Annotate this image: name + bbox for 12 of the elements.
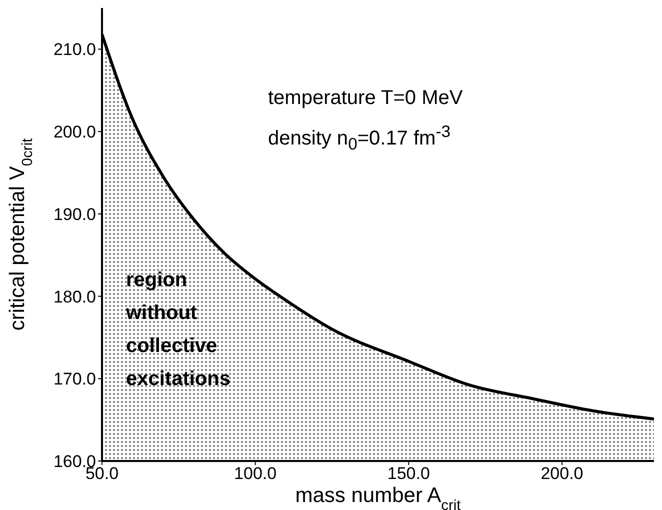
annotation: density n$_{0}$=0.17 fm$^{-3}$ bbox=[268, 121, 451, 156]
y-tick-label: 170.0 bbox=[53, 370, 96, 389]
y-tick-label: 180.0 bbox=[53, 287, 96, 306]
x-tick-label: 150.0 bbox=[387, 464, 430, 484]
y-tick-label: 200.0 bbox=[53, 122, 96, 142]
x-tick-label: 100.0 bbox=[234, 464, 277, 484]
x-axis-title: mass number A$_{crit}$ bbox=[295, 484, 461, 510]
annotation: region without collective excitations bbox=[126, 268, 232, 392]
annotation: temperature T=0 MeV bbox=[268, 86, 463, 110]
x-tick-label: 200.0 bbox=[540, 464, 584, 484]
y-tick-label: 210.0 bbox=[53, 40, 96, 60]
y-tick-label: 190.0 bbox=[53, 204, 96, 224]
